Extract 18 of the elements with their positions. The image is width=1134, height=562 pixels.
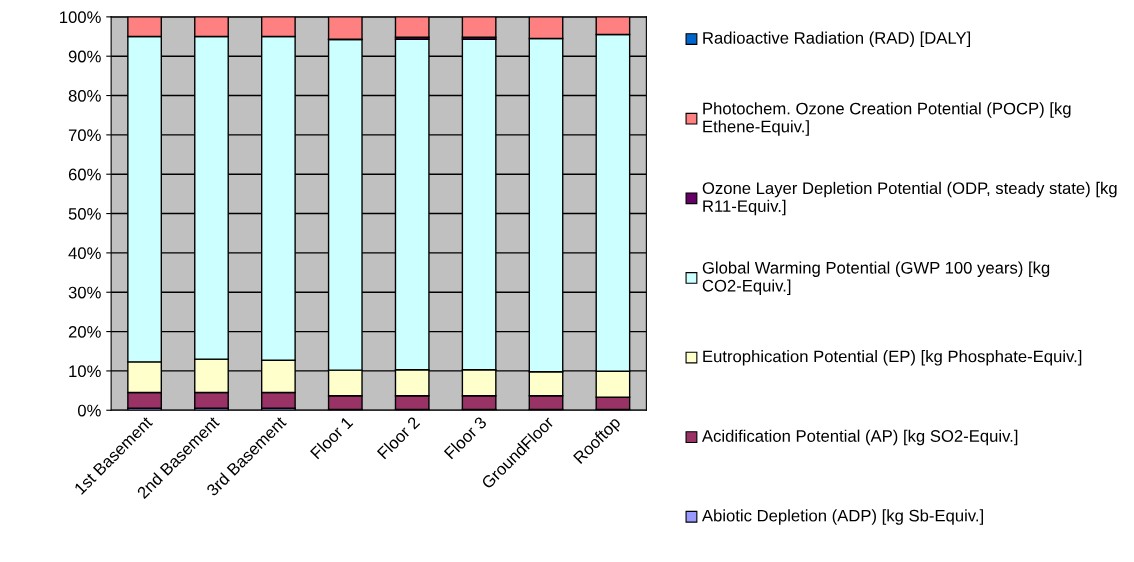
y-tick-label: 100%: [60, 11, 101, 24]
legend-label: Photochem. Ozone Creation Potential (POCP) [kg Ethene-Equiv.]: [703, 102, 1071, 136]
legend-label: Acidification Potential (AP) [kg SO2-Equiv.]: [701, 429, 1018, 446]
y-tick-label: 90%: [68, 50, 101, 63]
y-tick-label: 20%: [68, 325, 101, 338]
y-tick-label: 0%: [77, 404, 101, 417]
y-tick-label: 70%: [68, 129, 101, 142]
legend-label: Radioactive Radiation (RAD) [DALY]: [703, 31, 971, 48]
y-tick-label: 10%: [69, 365, 101, 378]
legend-label: Eutrophication Potential (EP) [kg Phosphate-Equiv.]: [703, 350, 1082, 366]
y-tick-label: 30%: [68, 286, 101, 299]
legend-label: Abiotic Depletion (ADP) [kg Sb-Equiv.]: [701, 509, 983, 525]
legend-label: Global Warming Potential (GWP 100 years) [kg CO2-Equiv.]: [702, 261, 1050, 295]
y-tick-label: 40%: [68, 247, 101, 260]
y-tick-label: 60%: [68, 168, 101, 181]
legend-label: Ozone Layer Depletion Potential (ODP, steady state) [kg R11-Equiv.]: [702, 181, 1117, 216]
y-tick-label: 80%: [68, 89, 101, 102]
y-tick-label: 50%: [68, 207, 101, 220]
